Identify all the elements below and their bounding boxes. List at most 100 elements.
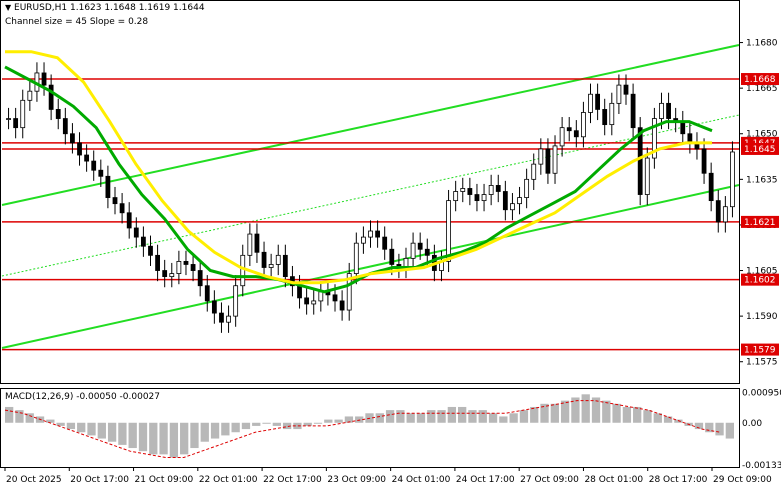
candle-body <box>659 103 663 118</box>
candle-body <box>510 204 514 210</box>
candle-body <box>269 264 273 267</box>
candle-body <box>184 261 188 264</box>
candle-body <box>170 274 174 277</box>
macd-histogram-bar <box>98 423 106 439</box>
candle-body <box>134 228 138 237</box>
candle-body <box>496 185 500 191</box>
candle-body <box>418 243 422 249</box>
candle-body <box>42 73 46 85</box>
macd-histogram-bar <box>108 423 116 442</box>
macd-histogram-bar <box>623 407 631 423</box>
candle-body <box>589 94 593 112</box>
candle-body <box>340 301 344 310</box>
candle-body <box>716 201 720 222</box>
candle-body <box>425 249 429 255</box>
candle-body <box>369 231 373 237</box>
macd-histogram-bar <box>159 423 167 455</box>
candle-body <box>106 176 110 197</box>
candle-body <box>567 128 571 131</box>
x-tick-label: 27 Oct 09:00 <box>520 475 579 485</box>
macd-histogram-bar <box>262 423 270 424</box>
macd-histogram-bar <box>376 413 384 422</box>
candle-body <box>191 264 195 270</box>
candle-body <box>156 255 160 270</box>
macd-histogram-bar <box>87 423 95 436</box>
macd-histogram-bar <box>489 413 497 422</box>
candle-body <box>631 94 635 127</box>
macd-histogram-bar <box>77 423 85 432</box>
macd-histogram-bar <box>46 420 54 423</box>
macd-histogram-bar <box>448 407 456 423</box>
macd-histogram-bar <box>417 413 425 422</box>
candle-body <box>468 188 472 194</box>
x-tick-label: 28 Oct 01:00 <box>584 475 643 485</box>
macd-histogram-bar <box>180 423 188 455</box>
candle-body <box>120 204 124 213</box>
candle-body <box>361 237 365 243</box>
macd-histogram-bar <box>715 423 723 436</box>
candle-body <box>14 119 18 128</box>
candle-body <box>475 195 479 201</box>
candle-body <box>148 246 152 255</box>
macd-histogram-bar <box>232 423 240 432</box>
x-tick-label: 24 Oct 01:00 <box>392 475 451 485</box>
candle-body <box>730 152 734 207</box>
candle-body <box>617 85 621 103</box>
candle-body <box>532 164 536 179</box>
candle-body <box>283 255 287 276</box>
macd-histogram-bar <box>520 410 528 423</box>
x-tick-label: 28 Oct 17:00 <box>649 475 708 485</box>
level-price-tag-2: 1.1645 <box>744 145 776 155</box>
candle-body <box>610 103 614 124</box>
macd-histogram-bar <box>221 423 229 436</box>
candle-body <box>645 158 649 194</box>
candle-body <box>298 286 302 298</box>
candle-body <box>390 249 394 264</box>
symbol-ohlc-text: EURUSD,H1 1.1623 1.1648 1.1619 1.1644 <box>14 3 205 13</box>
candle-body <box>49 85 53 109</box>
macd-histogram-bar <box>118 423 126 445</box>
candle-body <box>638 128 642 195</box>
candle-body <box>241 255 245 285</box>
macd-histogram-bar <box>458 407 466 423</box>
candle-body <box>92 161 96 170</box>
macd-histogram-bar <box>355 416 363 422</box>
macd-histogram-bar <box>242 423 250 429</box>
candle-body <box>546 149 550 173</box>
candle-body <box>63 119 67 134</box>
macd-histogram-bar <box>582 394 590 422</box>
candle-body <box>624 85 628 94</box>
y-tick-label: 1.1635 <box>746 175 778 185</box>
candle-body <box>7 119 11 120</box>
candle-body <box>411 243 415 258</box>
candle-body <box>333 295 337 301</box>
candle-body <box>21 100 25 127</box>
level-price-tag-0: 1.1668 <box>744 75 776 85</box>
y-tick-label: 1.1575 <box>746 358 778 368</box>
x-tick-label: 22 Oct 17:00 <box>263 475 322 485</box>
macd-histogram-bar <box>273 423 281 426</box>
symbol-info: ▼ EURUSD,H1 1.1623 1.1648 1.1619 1.1644 <box>5 3 205 13</box>
macd-histogram-bar <box>67 423 75 429</box>
candle-body <box>681 122 685 134</box>
x-tick-label: 29 Oct 09:00 <box>713 475 772 485</box>
macd-histogram-bar <box>252 423 260 426</box>
candle-body <box>553 146 557 173</box>
candle-body <box>482 195 486 201</box>
candle-body <box>383 237 387 249</box>
level-price-tag-3: 1.1621 <box>744 218 776 228</box>
candle-body <box>113 198 117 204</box>
macd-info: MACD(12,26,9) -0.00050 -0.00027 <box>5 392 160 402</box>
macd-histogram-bar <box>324 420 332 423</box>
macd-histogram-bar <box>427 410 435 423</box>
candle-body <box>234 286 238 316</box>
x-tick-label: 22 Oct 01:00 <box>199 475 258 485</box>
collapse-triangle-icon[interactable]: ▼ <box>5 3 11 12</box>
candle-body <box>70 134 74 143</box>
x-tick-label: 21 Oct 09:00 <box>135 475 194 485</box>
candle-body <box>276 255 280 264</box>
candle-body <box>574 131 578 137</box>
macd-histogram-bar <box>5 407 13 423</box>
candle-body <box>461 188 465 191</box>
